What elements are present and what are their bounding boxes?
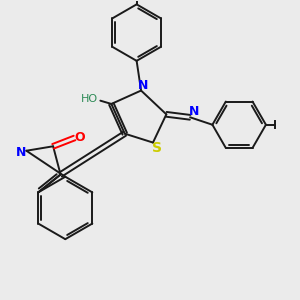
Text: S: S xyxy=(152,141,161,155)
Text: HO: HO xyxy=(81,94,98,103)
Text: N: N xyxy=(188,106,199,118)
Text: N: N xyxy=(137,79,148,92)
Text: O: O xyxy=(75,131,85,145)
Text: N: N xyxy=(16,146,26,159)
